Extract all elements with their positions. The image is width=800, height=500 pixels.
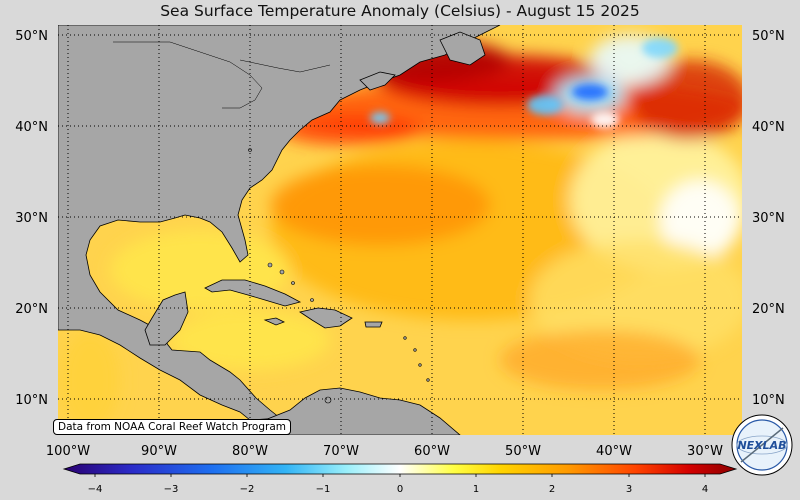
- lat-labels-left: 50°N 40°N 30°N 20°N 10°N: [15, 29, 48, 408]
- jamaica-land: [263, 317, 285, 326]
- colorbar-tick-label: 3: [626, 484, 632, 495]
- lat-label: 10°N: [752, 393, 785, 408]
- lon-label: 40°W: [596, 444, 632, 459]
- anomaly-field: [60, 35, 742, 430]
- colorbar-tick-label: 4: [702, 484, 708, 495]
- newfoundland-land: [439, 31, 486, 66]
- boundary-lines: [113, 41, 331, 109]
- graticule: [58, 25, 742, 435]
- hispaniola-land: [298, 307, 353, 329]
- colorbar-tick-label: −3: [164, 484, 179, 495]
- lon-label: 90°W: [141, 444, 177, 459]
- lon-label: 30°W: [687, 444, 723, 459]
- colorbar-tick-label: 1: [473, 484, 479, 495]
- small-islands: [248, 148, 430, 404]
- lat-label: 30°N: [752, 211, 785, 226]
- colorbar-tick-label: −4: [88, 484, 103, 495]
- lon-label: 80°W: [232, 444, 268, 459]
- lat-label: 50°N: [15, 29, 48, 44]
- lat-label: 30°N: [15, 211, 48, 226]
- puerto-rico-land: [364, 321, 383, 328]
- lat-label: 40°N: [752, 120, 785, 135]
- lon-label: 60°W: [414, 444, 450, 459]
- land-layer: [58, 25, 501, 435]
- south-america-land: [249, 387, 461, 435]
- lat-label: 20°N: [15, 302, 48, 317]
- colorbar: −4 −3 −2 −1 0 1 2 3 4: [62, 463, 738, 495]
- logo-text: NEXLAB: [737, 439, 786, 452]
- lat-label: 50°N: [752, 29, 785, 44]
- north-america-land: [58, 25, 501, 421]
- yucatan-land: [144, 291, 189, 346]
- colorbar-tick-label: −2: [240, 484, 255, 495]
- nexlab-logo: NEXLAB: [731, 414, 793, 476]
- lon-label: 70°W: [323, 444, 359, 459]
- map-area: [58, 25, 742, 435]
- map-title: Sea Surface Temperature Anomaly (Celsius…: [160, 2, 640, 20]
- cuba-land: [204, 279, 302, 307]
- lat-label: 10°N: [15, 393, 48, 408]
- colorbar-tick-label: −1: [316, 484, 331, 495]
- colorbar-body: [62, 463, 738, 475]
- colorbar-tick-label: 2: [549, 484, 555, 495]
- colorbar-tick-label: 0: [397, 484, 403, 495]
- lon-label: 50°W: [505, 444, 541, 459]
- lon-labels: 100°W 90°W 80°W 70°W 60°W 50°W 40°W 30°W: [46, 444, 723, 459]
- nova-scotia-land: [359, 71, 396, 91]
- lon-label: 100°W: [46, 444, 90, 459]
- lat-label: 20°N: [752, 302, 785, 317]
- data-credit-label: Data from NOAA Coral Reef Watch Program: [53, 419, 291, 435]
- lat-label: 40°N: [15, 120, 48, 135]
- colorbar-ticks: [94, 474, 706, 477]
- lat-labels-right: 50°N 40°N 30°N 20°N 10°N: [752, 29, 785, 408]
